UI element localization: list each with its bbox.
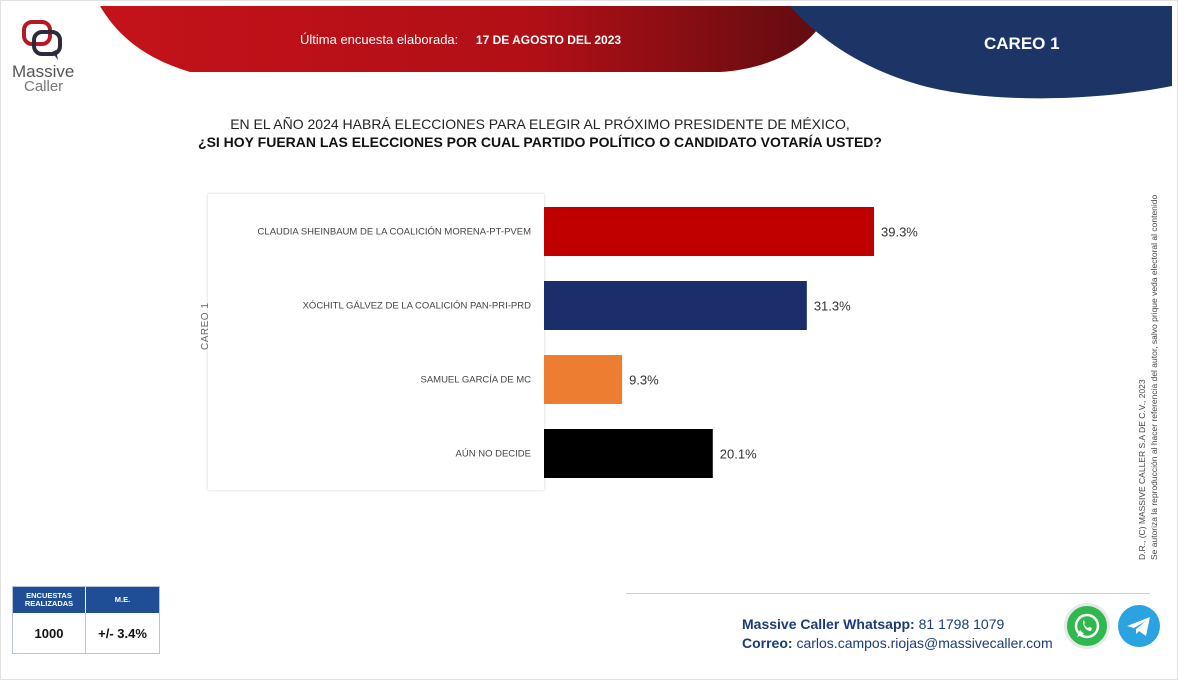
- category-label: CLAUDIA SHEINBAUM DE LA COALICIÓN MORENA…: [258, 227, 532, 238]
- header-blue-shape: [790, 6, 1172, 99]
- question-line-2: ¿SI HOY FUERAN LAS ELECCIONES POR CUAL P…: [198, 134, 882, 150]
- bar: [544, 355, 623, 404]
- email-label: Correo:: [742, 635, 793, 651]
- legal-notice: D.R., (C) MASSIVE CALLER S.A DE C.V., 20…: [1136, 140, 1160, 560]
- whatsapp-icon[interactable]: [1064, 603, 1110, 649]
- whatsapp-label: Massive Caller Whatsapp:: [742, 616, 915, 632]
- survey-info: Última encuesta elaborada: 17 DE AGOSTO …: [300, 32, 621, 47]
- question-line-1: EN EL AÑO 2024 HABRÁ ELECCIONES PARA ELE…: [230, 116, 850, 132]
- stats-header-me: M.E.: [86, 587, 159, 613]
- category-label: SAMUEL GARCÍA DE MC: [420, 375, 531, 386]
- whatsapp-number[interactable]: 81 1798 1079: [918, 616, 1005, 632]
- data-label: 20.1%: [720, 447, 757, 462]
- massive-caller-logo-icon: [22, 20, 62, 60]
- category-label: AÚN NO DECIDE: [456, 449, 531, 460]
- stats-value-me: +/- 3.4%: [98, 625, 147, 641]
- legal-line-1: D.R., (C) MASSIVE CALLER S.A DE C.V., 20…: [1137, 379, 1147, 560]
- data-label: 9.3%: [629, 373, 659, 388]
- email-address[interactable]: carlos.campos.riojas@massivecaller.com: [796, 635, 1053, 651]
- stats-value-surveys: 1000: [13, 613, 86, 653]
- data-label: 31.3%: [814, 299, 851, 314]
- brand-name-line1: Massive: [12, 62, 75, 81]
- telegram-icon[interactable]: [1118, 605, 1160, 647]
- header-red-shape: [100, 6, 830, 72]
- careo-title: CAREO 1: [984, 34, 1060, 53]
- bar: [544, 207, 874, 256]
- survey-label: Última encuesta elaborada:: [300, 32, 459, 47]
- legal-line-2: Se autoriza la reproducción al hacer ref…: [1149, 194, 1159, 560]
- brand-name-line2: Caller: [24, 78, 64, 95]
- survey-date: 17 DE AGOSTO DEL 2023: [475, 33, 622, 47]
- bar: [544, 429, 713, 478]
- bar: [544, 281, 807, 330]
- data-label: 39.3%: [881, 225, 918, 240]
- header-banner: [100, 6, 1172, 99]
- stats-table: ENCUESTAS REALIZADAS M.E. 1000 +/- 3.4%: [12, 586, 160, 654]
- email-contact: Correo: carlos.campos.riojas@massivecall…: [742, 635, 1053, 651]
- footer-divider: [626, 593, 1150, 594]
- whatsapp-contact: Massive Caller Whatsapp: 81 1798 1079: [742, 616, 1004, 632]
- stats-header-surveys: ENCUESTAS REALIZADAS: [13, 587, 85, 613]
- category-panel: [208, 194, 544, 490]
- category-label: XÓCHITL GÁLVEZ DE LA COALICIÓN PAN-PRI-P…: [303, 301, 532, 312]
